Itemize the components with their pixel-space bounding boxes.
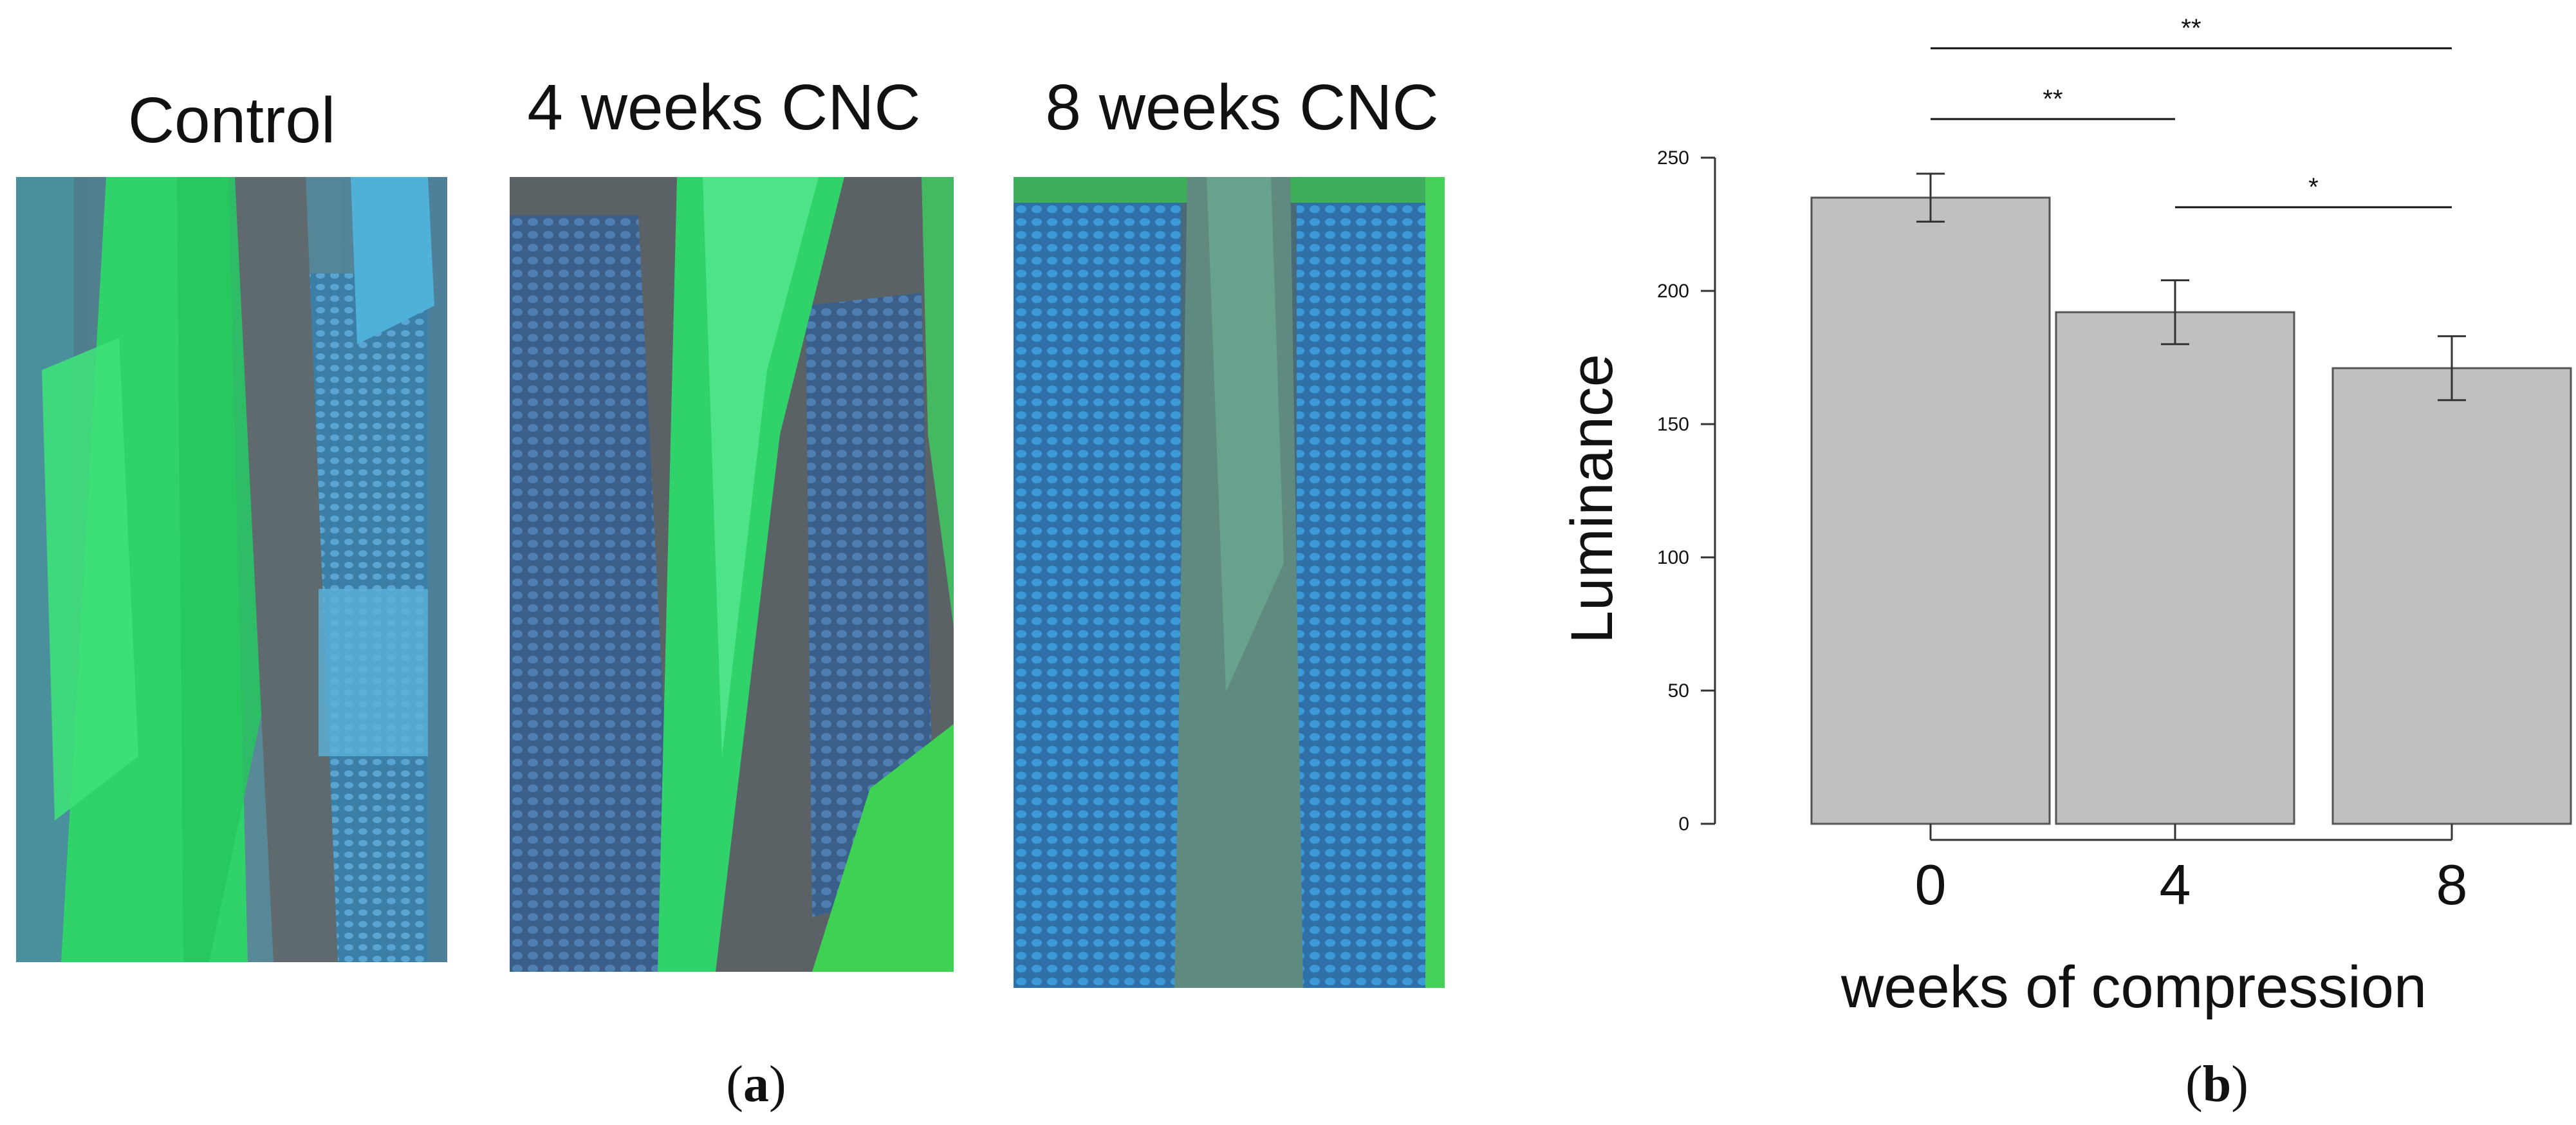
image-title-control: Control bbox=[127, 84, 336, 156]
image-title-8-weeks: 8 weeks CNC bbox=[1045, 71, 1439, 144]
caption-b: (b) bbox=[2185, 1056, 2248, 1113]
y-tick-label: 0 bbox=[1678, 814, 1689, 835]
x-axis-label: weeks of compression bbox=[1840, 954, 2427, 1020]
significance-label: * bbox=[2308, 173, 2319, 201]
significance-label: ** bbox=[2181, 14, 2201, 42]
luminance-bar-chart: Luminance weeks of compression 0 50 100 150… bbox=[1559, 14, 2572, 1020]
y-tick-label: 200 bbox=[1657, 281, 1689, 302]
micrograph-4-weeks bbox=[510, 177, 954, 972]
significance-label: ** bbox=[2043, 85, 2062, 113]
y-tick-label: 150 bbox=[1657, 414, 1689, 435]
image-title-4-weeks: 4 weeks CNC bbox=[527, 71, 921, 144]
x-tick-label: 8 bbox=[2436, 853, 2468, 916]
bar-week-8 bbox=[2331, 367, 2572, 825]
micrograph-control bbox=[16, 177, 447, 962]
x-tick-label: 0 bbox=[1915, 853, 1947, 916]
y-tick-label: 100 bbox=[1657, 547, 1689, 568]
caption-a: (a) bbox=[726, 1056, 786, 1113]
bar-week-0 bbox=[1810, 196, 2051, 825]
y-tick-label: 50 bbox=[1668, 680, 1689, 702]
y-tick-label: 250 bbox=[1657, 147, 1689, 169]
bar-week-4 bbox=[2055, 311, 2295, 825]
y-axis-label: Luminance bbox=[1559, 354, 1625, 644]
x-tick-label: 4 bbox=[2160, 853, 2191, 916]
micrograph-8-weeks bbox=[1014, 177, 1445, 988]
